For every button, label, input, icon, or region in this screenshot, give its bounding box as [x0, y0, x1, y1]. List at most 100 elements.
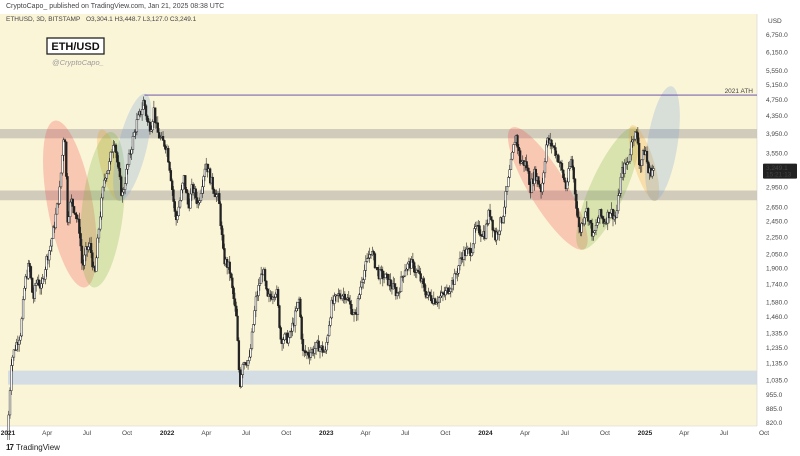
symbol-line: ETHUSD, 3D, BITSTAMP [6, 16, 80, 23]
candle-body-320 [426, 294, 429, 298]
candle-body-476 [630, 141, 633, 156]
candle-body-52 [75, 214, 78, 219]
time-tick-label: Jul [83, 430, 92, 437]
candle-body-110 [151, 121, 154, 131]
candle-body-480 [635, 131, 638, 133]
candle-body-47 [69, 201, 72, 218]
candle-body-332 [441, 292, 445, 294]
candle-body-171 [231, 277, 234, 289]
candle-body-485 [641, 150, 645, 161]
watermark: @CryptoCapo_ [52, 58, 104, 67]
candle-body-240 [321, 345, 324, 353]
candle-body-493 [652, 168, 655, 171]
candle-body-447 [592, 232, 595, 237]
candle-body-376 [499, 217, 502, 232]
candle-body-369 [490, 216, 493, 221]
time-tick-label: Apr [360, 430, 371, 437]
candle-body-288 [384, 273, 387, 279]
candle-body-241 [322, 351, 326, 353]
candle-body-275 [367, 257, 370, 259]
candle-body-229 [307, 351, 310, 356]
candle-body-329 [437, 297, 441, 303]
candle-body-326 [433, 298, 437, 305]
candle-body-210 [282, 339, 285, 344]
time-tick-label: Apr [201, 430, 212, 437]
candle-body-431 [571, 159, 574, 168]
candle-body-200 [269, 293, 272, 297]
candle-body-163 [220, 225, 224, 235]
candle-body-95 [131, 135, 135, 150]
time-tick-label: 2022 [160, 430, 175, 437]
candles-layer [7, 96, 655, 440]
candle-body-334 [444, 290, 447, 296]
candle-body-26 [41, 278, 44, 284]
candle-body-292 [389, 279, 392, 287]
candle-body-429 [568, 166, 571, 169]
candle-body-488 [645, 150, 649, 163]
candle-body-338 [449, 288, 452, 292]
candle-body-107 [147, 121, 150, 123]
candle-body-482 [638, 142, 641, 166]
price-tick-label: 2,650.0 [766, 204, 788, 211]
candle-body-366 [486, 223, 489, 225]
candle-body-406 [538, 183, 541, 188]
candle-body-211 [283, 333, 286, 341]
candle-body-424 [562, 169, 565, 179]
candle-body-422 [559, 161, 562, 164]
candle-body-460 [609, 213, 612, 219]
candle-body-225 [301, 339, 305, 351]
price-tick-label: 1,335.0 [766, 330, 788, 337]
candle-body-474 [627, 161, 630, 163]
price-tick-label: 2,450.0 [766, 219, 788, 226]
footer: 17 TradingView [0, 440, 800, 456]
candle-body-473 [626, 162, 629, 165]
candle-body-178 [240, 374, 243, 387]
tradingview-logo[interactable]: 17 TradingView [6, 443, 60, 452]
time-tick-label: Jul [242, 430, 251, 437]
candle-body-54 [78, 218, 81, 234]
candle-body-157 [212, 189, 216, 194]
candle-body-204 [274, 293, 277, 298]
candle-body-152 [206, 163, 209, 173]
candle-body-237 [317, 340, 320, 352]
candle-body-175 [236, 315, 239, 341]
candle-body-104 [143, 100, 146, 107]
candle-body-310 [413, 262, 416, 273]
candle-body-360 [478, 225, 481, 235]
candle-body-390 [517, 146, 520, 151]
published-line: CryptoCapo_ published on TradingView.com… [6, 3, 225, 10]
candle-body-356 [473, 228, 476, 245]
candle-body-440 [583, 217, 586, 225]
candle-body-198 [266, 288, 269, 297]
candle-body-80 [112, 145, 115, 153]
chart[interactable]: ETHUSD, 3D, BITSTAMP O3,304.1 H3,448.7 L… [0, 14, 800, 440]
candle-body-313 [416, 269, 420, 272]
candle-body-453 [600, 209, 603, 217]
candle-body-477 [631, 139, 634, 143]
candle-body-139 [189, 193, 192, 209]
candle-body-46 [67, 216, 71, 223]
price-tick-label: 955.0 [766, 392, 783, 399]
candle-body-105 [144, 105, 148, 117]
candle-body-350 [465, 248, 468, 256]
candle-body-146 [198, 200, 201, 203]
candle-body-174 [235, 305, 238, 317]
candle-body-492 [651, 170, 654, 177]
candle-body-173 [233, 298, 237, 307]
candle-body-137 [186, 192, 190, 205]
tradingview-logo-text: TradingView [15, 443, 60, 452]
price-tick-label: 820.0 [766, 420, 783, 427]
candle-body-443 [586, 208, 590, 222]
candle-body-126 [172, 189, 175, 202]
candle-body-51 [74, 212, 77, 215]
candle-body-196 [263, 269, 267, 282]
time-tick-label: 2023 [319, 430, 334, 437]
candle-body-433 [573, 178, 577, 195]
last-price-label: 3,249.1 [766, 165, 788, 172]
candle-body-427 [566, 181, 569, 189]
time-tick-label: Jul [401, 430, 410, 437]
candle-body-87 [121, 191, 124, 196]
candle-body-411 [545, 144, 548, 162]
candle-body-165 [223, 248, 226, 265]
price-tick-label: 1,135.0 [766, 360, 788, 367]
